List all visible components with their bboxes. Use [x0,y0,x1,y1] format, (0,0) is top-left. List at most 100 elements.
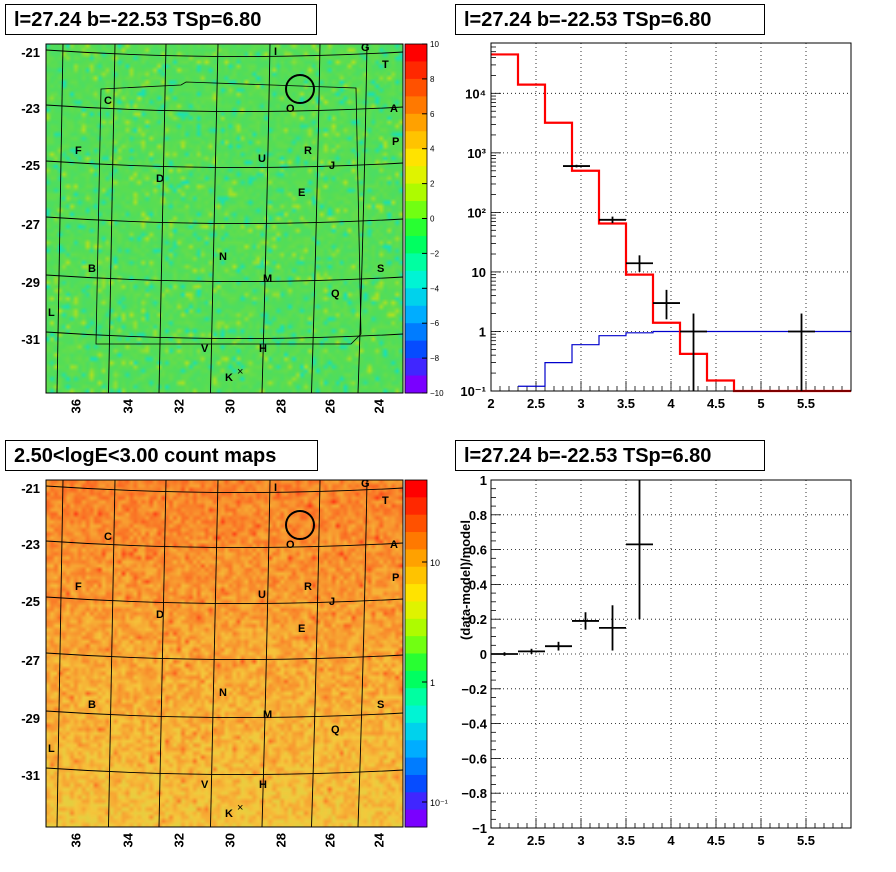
x-tick-label: 34 [121,398,136,413]
colorbar-tick-label: −2 [430,249,440,258]
bottom-right-residual-plot: 2 2.5 3 3.5 4 4.5 5 5.5 1 0.8 0.6 0.4 0.2 0 −0.2 −0.4 −0… [458,473,852,848]
colorbar-cell [405,653,427,672]
grid-meridian [108,479,116,828]
colorbar-cell [405,532,427,550]
x-tick-label: 2.5 [527,833,545,848]
y-tick-label: -23 [21,101,40,116]
x-tick-label: 28 [274,399,289,413]
colorbar-cell [405,566,427,585]
grid-parallel [45,596,404,604]
colorbar-cell [405,61,427,80]
source-label: L [48,307,55,319]
colorbar-cell [405,183,427,202]
source-label: P [392,572,399,584]
source-label: D [156,173,164,185]
total-model-histogram [491,53,851,393]
colorbar-cell [405,375,427,394]
source-label: E [298,623,305,635]
colorbar-cell [405,44,427,62]
source-label: O [286,103,295,115]
y-tick-label: 0 [480,647,487,662]
plot-frame [45,43,404,394]
grid-parallel [45,710,404,718]
x-tick-label: 3.5 [617,396,635,411]
x-tick-label: 4.5 [707,833,725,848]
grid-parallel [45,216,404,224]
source-circle [285,510,315,540]
roi-outline [95,81,362,345]
source-label: I [274,46,277,58]
colorbar-cell [405,96,427,115]
y-tick-label: -29 [21,275,40,290]
x-tick-label: 26 [323,399,338,413]
y-tick-label: 0.4 [469,577,488,592]
grid-meridian [261,479,271,828]
source-label: S [377,699,384,711]
colorbar-tick-label: 10⁻¹ [430,798,448,808]
y-tick-label: 10⁴ [465,86,486,101]
source-label: M [263,709,272,721]
y-tick-label: −0.6 [461,751,487,766]
y-tick-label: 0.8 [469,508,487,523]
source-label: S [377,263,384,275]
source-label: J [329,596,335,608]
source-label: R [304,581,312,593]
source-label: A [390,103,398,115]
colorbar-cell [405,235,427,254]
y-tick-label: −0.2 [461,682,487,697]
colorbar-tick-label: −4 [430,284,440,293]
y-tick-label: 1 [479,324,486,339]
colorbar-cell [405,131,427,150]
x-tick-label: 4 [667,396,675,411]
y-tick-label: 10³ [467,146,486,161]
colorbar-cell [405,270,427,289]
source-label: R [304,145,312,157]
x-tick-label: 5 [757,396,764,411]
x-tick-label: 4 [667,833,675,848]
source-label: P [392,136,399,148]
x-tick-label: 4.5 [707,396,725,411]
colorbar-cell [405,670,427,689]
y-tick-label: -29 [21,711,40,726]
source-label: Q [331,288,340,300]
grid-parallel [45,540,404,548]
source-label: V [201,779,209,791]
source-label: G [361,478,370,490]
colorbar-tick-label: 8 [430,75,435,84]
grid-parallel [45,49,404,57]
colorbar-cell [405,705,427,724]
x-tick-label: 3 [577,833,584,848]
colorbar-cell [405,688,427,707]
bottom-right-title: l=27.24 b=-22.53 TSp=6.80 [455,440,765,471]
source-label: H [259,779,267,791]
x-tick-label: 5 [757,833,764,848]
source-label: G [361,42,370,54]
y-tick-label: -25 [21,158,40,173]
source-label: C [104,531,112,543]
source-label: L [48,743,55,755]
colorbar-cell [405,792,427,811]
colorbar-cell [405,253,427,272]
y-tick-label: 10⁻¹ [460,384,486,399]
plot-frame [490,42,852,392]
y-axis-label: (data-model)/model [458,520,473,640]
colorbar-cell [405,636,427,654]
grid-meridian [158,479,167,828]
grid-parallel [45,331,404,339]
source-label: D [156,609,164,621]
colorbar-tick-label: 1 [430,678,435,688]
colorbar-frame [404,479,428,828]
y-tick-label: -25 [21,594,40,609]
colorbar-tick-label: 6 [430,110,435,119]
plot-area [491,43,851,391]
grid-meridian [56,43,64,394]
x-tick-label: 36 [69,833,84,847]
plot-frame [490,479,852,829]
colorbar-cell [405,480,427,498]
colorbar-cell [405,514,427,533]
colorbar-cell [405,618,427,637]
grid-meridian [311,43,321,394]
colorbar-cell [405,358,427,377]
bottom-left-title: 2.50<logE<3.00 count maps [5,440,318,471]
